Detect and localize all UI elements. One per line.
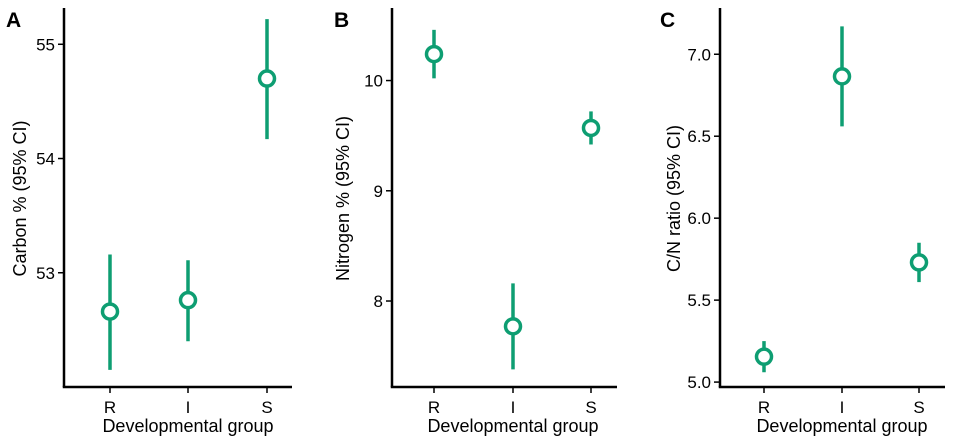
- y-tick-label: 5.5: [687, 291, 711, 310]
- x-axis-title: Developmental group: [756, 416, 927, 436]
- panel-letter: C: [660, 9, 675, 32]
- mean-point-s: [257, 69, 277, 88]
- y-tick-label: 10: [364, 72, 383, 91]
- y-tick-label: 8: [374, 292, 383, 311]
- mean-point-i: [178, 290, 198, 310]
- mean-point-s: [909, 253, 929, 272]
- x-tick-label: R: [104, 398, 116, 417]
- x-tick-label: I: [511, 398, 516, 417]
- mean-point-i: [503, 317, 523, 336]
- y-tick-label: 53: [36, 264, 55, 283]
- y-tick-label: 54: [36, 150, 55, 169]
- x-axis-title: Developmental group: [102, 416, 273, 436]
- y-axis-title: Nitrogen % (95% CI): [333, 116, 353, 281]
- y-tick-label: 9: [374, 182, 383, 201]
- y-tick-label: 7.0: [687, 45, 711, 64]
- x-tick-label: S: [261, 398, 272, 417]
- y-tick-label: 6.5: [687, 127, 711, 146]
- x-tick-label: I: [186, 398, 191, 417]
- y-axis-title: Carbon % (95% CI): [10, 120, 30, 276]
- panel-letter: B: [334, 9, 349, 32]
- y-tick-label: 55: [36, 35, 55, 54]
- panel-letter: A: [6, 9, 21, 32]
- mean-point-i: [832, 67, 852, 86]
- x-tick-label: S: [585, 398, 596, 417]
- x-tick-label: R: [428, 398, 440, 417]
- mean-point-r: [100, 302, 120, 321]
- mean-point-r: [424, 44, 444, 64]
- x-tick-label: R: [758, 398, 770, 417]
- y-tick-label: 6.0: [687, 209, 711, 228]
- mean-point-s: [581, 118, 601, 138]
- y-tick-label: 5.0: [687, 373, 711, 392]
- x-tick-label: S: [913, 398, 924, 417]
- mean-point-r: [754, 347, 774, 366]
- x-axis-title: Developmental group: [427, 416, 598, 436]
- y-axis-title: C/N ratio (95% CI): [664, 125, 684, 272]
- x-tick-label: I: [840, 398, 845, 417]
